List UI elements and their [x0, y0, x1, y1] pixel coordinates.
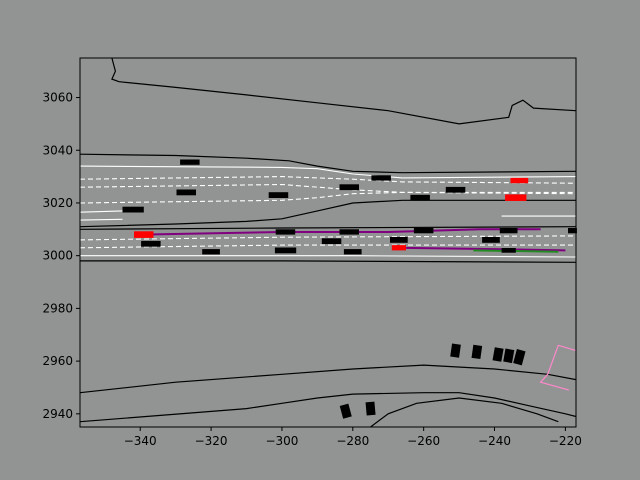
x-tick-label-6: −220 [549, 434, 582, 448]
lane-solid-0 [79, 165, 577, 179]
crosswalk-line [539, 344, 577, 391]
road-edge-0 [79, 153, 577, 174]
vehicle-1 [176, 189, 196, 196]
vehicle-27 [492, 347, 504, 362]
lane-dashed-4 [79, 244, 576, 249]
highlighted-vehicle-19 [391, 245, 406, 251]
vehicle-22 [499, 228, 518, 234]
vehicle-20 [413, 228, 434, 234]
x-tick-label-1: −320 [195, 434, 228, 448]
vehicle-2 [268, 192, 289, 198]
y-tick-label-6: 3060 [42, 91, 73, 105]
x-axis: −340 −320 −300 −280 −260 −240 −220 [124, 427, 582, 448]
highlighted-vehicle-10 [134, 231, 154, 238]
plot-frame [79, 57, 577, 428]
crosswalk-outline [539, 344, 577, 391]
vehicle-5 [410, 194, 430, 201]
lane-dashed-3 [79, 235, 577, 241]
vehicle-7 [122, 206, 144, 213]
vehicle-3 [339, 184, 359, 191]
y-tick-label-4: 3020 [42, 196, 73, 210]
vehicle-14 [274, 247, 297, 254]
y-axis: 2940 2960 2980 3000 3020 3040 3060 [42, 91, 80, 421]
x-tick-label-5: −240 [478, 434, 511, 448]
vehicle-18 [390, 237, 408, 243]
lane-solid-4 [80, 255, 577, 258]
road-edge-6 [370, 397, 559, 428]
vehicle-28 [503, 348, 515, 364]
lane-solid-1 [79, 210, 123, 213]
road-edge-1 [79, 199, 576, 228]
lane-dashed-2 [79, 191, 577, 204]
road-edge-3 [80, 260, 577, 263]
x-tick-label-4: −260 [407, 434, 440, 448]
vehicle-6 [445, 186, 466, 193]
route-1 [395, 246, 566, 252]
vehicle-24 [568, 228, 577, 234]
vehicle-11 [141, 240, 161, 247]
vehicle-26 [471, 344, 483, 360]
vehicles [122, 159, 577, 419]
vehicle-17 [343, 249, 362, 255]
lane-solid-2 [79, 218, 123, 221]
highlighted-vehicle-8 [510, 177, 529, 184]
vehicle-29 [513, 349, 526, 366]
vehicle-12 [202, 249, 220, 255]
lane-lines [79, 165, 577, 258]
y-tick-label-3: 3000 [42, 249, 73, 263]
vehicle-30 [339, 403, 352, 419]
vehicle-31 [365, 401, 376, 416]
lane-dashed-0 [79, 176, 577, 184]
y-tick-label-0: 2940 [42, 407, 73, 421]
vehicle-15 [321, 238, 342, 245]
y-tick-label-1: 2960 [42, 354, 73, 368]
road-edges [79, 57, 577, 428]
y-tick-label-5: 3040 [42, 143, 73, 157]
x-tick-label-0: −340 [124, 434, 157, 448]
y-tick-label-2: 2980 [42, 301, 73, 315]
vehicle-23 [501, 248, 516, 253]
vehicle-0 [180, 159, 200, 165]
vehicle-4 [371, 175, 391, 181]
highlighted-vehicle-9 [505, 194, 527, 201]
x-tick-label-2: −300 [265, 434, 298, 448]
road-edge-2 [79, 226, 577, 230]
road-edge-4 [79, 364, 577, 394]
road-edge-7 [111, 57, 577, 125]
vehicle-21 [482, 237, 500, 243]
road-edge-5 [79, 392, 577, 423]
vehicle-25 [450, 343, 461, 358]
x-tick-label-3: −280 [336, 434, 369, 448]
vehicle-13 [275, 229, 296, 235]
vehicle-16 [339, 229, 359, 235]
